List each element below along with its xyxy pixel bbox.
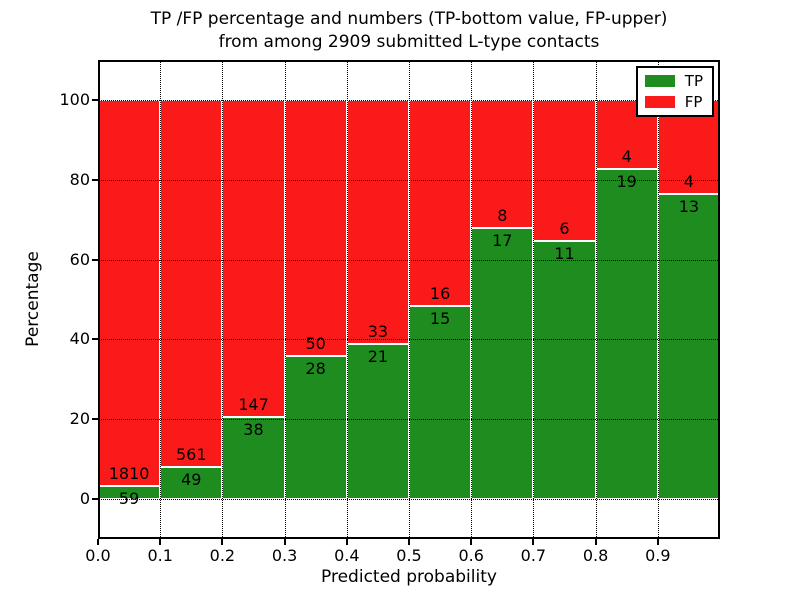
vertical-gridline: [409, 60, 410, 539]
chart-title: TP /FP percentage and numbers (TP-bottom…: [98, 8, 720, 54]
fp-count-label: 6: [559, 218, 570, 238]
vertical-gridline: [595, 60, 597, 539]
y-tick-label: 60: [69, 249, 90, 269]
tp-bar-segment: [533, 240, 596, 500]
x-tick-label: 0.8: [582, 546, 609, 565]
fp-count-label: 16: [429, 283, 451, 303]
legend-entry-fp: FP: [644, 93, 703, 111]
x-tick-mark: [159, 539, 162, 545]
x-tick-mark: [656, 539, 659, 545]
vertical-gridline: [160, 60, 162, 539]
y-tick-label: 20: [69, 409, 90, 429]
fp-bar-segment: [284, 99, 347, 356]
vertical-gridline: [222, 60, 224, 539]
tp-legend-label: TP: [684, 72, 703, 90]
fp-count-label: 4: [683, 171, 694, 191]
tp-bar-segment: [284, 355, 347, 500]
x-tick-label: 0.5: [396, 546, 422, 565]
tp-bar-segment: [657, 193, 720, 500]
fp-legend-label: FP: [684, 93, 703, 111]
tp-count-label: 38: [243, 420, 264, 440]
tp-count-label: 28: [305, 358, 326, 378]
x-tick-label: 0.6: [458, 546, 484, 565]
tp-count-label: 15: [429, 308, 451, 328]
x-tick-mark: [97, 539, 99, 545]
horizontal-gridline: [98, 419, 720, 421]
tp-count-label: 17: [492, 230, 513, 250]
fp-count-label: 50: [305, 333, 326, 353]
x-tick-mark: [408, 539, 410, 545]
x-tick-label: 0.1: [147, 546, 173, 565]
x-tick-mark: [470, 539, 473, 545]
y-tick-mark: [92, 418, 98, 421]
x-tick-label: 0.9: [645, 546, 671, 565]
tp-bar-segment: [471, 227, 534, 500]
y-tick-mark: [92, 258, 98, 261]
vertical-gridline: [284, 60, 286, 539]
tp-bar-segment: [160, 467, 223, 500]
y-tick-label: 100: [59, 89, 90, 109]
horizontal-gridline: [98, 179, 720, 181]
chart-title-line-2: from among 2909 submitted L-type contact…: [218, 32, 600, 52]
x-tick-label: 0.4: [334, 546, 360, 565]
horizontal-gridline: [98, 339, 720, 341]
x-tick-label: 0.3: [271, 546, 298, 565]
fp-count-label: 4: [621, 147, 632, 167]
vertical-gridline: [471, 60, 473, 539]
vertical-gridline: [346, 60, 348, 539]
x-tick-mark: [221, 539, 224, 545]
x-axis-label: Predicted probability: [321, 567, 497, 587]
fp-bar-segment: [160, 99, 223, 467]
x-tick-mark: [594, 539, 597, 545]
fp-bar-segment: [346, 99, 409, 344]
tp-count-label: 13: [678, 196, 700, 216]
legend-entry-tp: TP: [644, 72, 703, 90]
tp-legend-swatch: [644, 75, 675, 87]
fp-count-label: 561: [176, 445, 207, 465]
x-tick-label: 0.0: [85, 546, 111, 565]
y-tick-label: 40: [69, 329, 90, 349]
fp-bar-segment: [98, 99, 161, 487]
fp-bar-segment: [409, 99, 472, 306]
chart-title-line-1: TP /FP percentage and numbers (TP-bottom…: [150, 9, 668, 29]
y-tick-mark: [92, 498, 98, 501]
vertical-gridline: [657, 60, 659, 539]
x-tick-mark: [345, 539, 348, 545]
y-tick-mark: [92, 178, 98, 181]
tp-count-label: 49: [181, 470, 202, 490]
tp-count-label: 11: [554, 243, 575, 263]
x-tick-label: 0.2: [209, 546, 236, 565]
y-tick-mark: [92, 338, 98, 341]
legend: TP FP: [635, 66, 714, 117]
tp-count-label: 19: [616, 172, 637, 192]
tp-count-label: 21: [367, 346, 389, 366]
horizontal-gridline: [98, 259, 720, 261]
y-tick-label: 0: [79, 489, 90, 509]
tp-bar-segment: [346, 343, 409, 500]
y-tick-mark: [92, 98, 98, 101]
tp-bar-segment: [595, 169, 658, 500]
x-tick-mark: [283, 539, 286, 545]
tp-count-label: 59: [118, 489, 140, 509]
fp-count-label: 1810: [108, 464, 150, 484]
fp-bar-segment: [222, 99, 285, 418]
x-tick-label: 0.7: [520, 546, 547, 565]
vertical-gridline: [533, 60, 535, 539]
fp-count-label: 8: [497, 205, 508, 225]
fp-bar-segment: [533, 99, 596, 241]
tp-bar-segment: [409, 305, 472, 500]
fp-count-label: 147: [238, 395, 269, 415]
fp-count-label: 33: [367, 321, 389, 341]
y-tick-label: 80: [69, 169, 90, 189]
fp-legend-swatch: [644, 96, 675, 108]
x-tick-mark: [532, 539, 535, 545]
horizontal-gridline: [98, 99, 720, 101]
horizontal-gridline: [98, 499, 720, 501]
